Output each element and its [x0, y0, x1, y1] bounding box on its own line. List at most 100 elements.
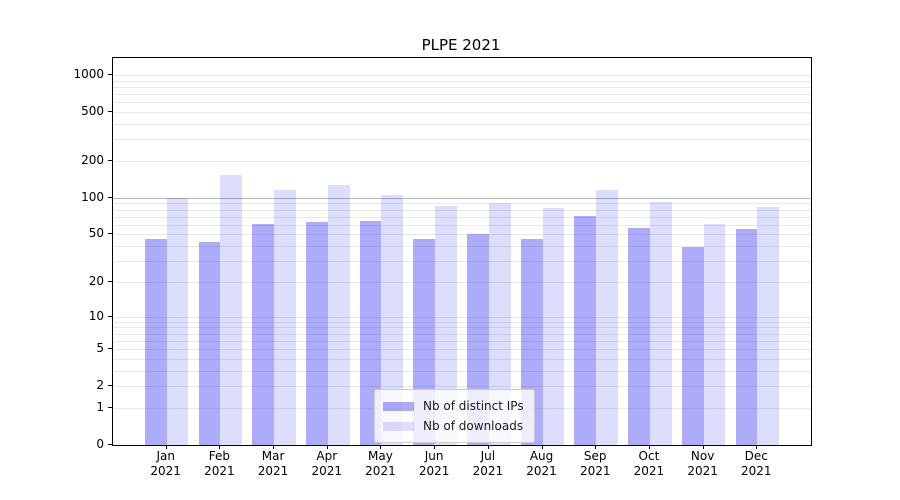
- bar-nb-of-distinct-ips: [681, 247, 704, 445]
- y-tick-mark: [108, 406, 112, 408]
- gridline: [113, 234, 811, 236]
- bar-nb-of-downloads: [757, 207, 780, 445]
- x-tick-label: Mar 2021: [257, 449, 289, 478]
- x-tick-mark: [380, 445, 382, 449]
- gridline: [113, 74, 811, 76]
- y-tick-mark: [108, 385, 112, 387]
- gridline: [113, 321, 811, 323]
- legend-row: Nb of downloads: [383, 416, 524, 436]
- gridline: [113, 327, 811, 329]
- gridline: [113, 86, 811, 88]
- gridline: [113, 216, 811, 218]
- legend: Nb of distinct IPs Nb of downloads: [374, 389, 535, 443]
- gridline: [113, 316, 811, 318]
- y-tick-mark: [108, 159, 112, 161]
- y-tick-label: 2: [96, 378, 104, 393]
- gridline: [113, 139, 811, 141]
- x-tick-mark: [487, 445, 489, 449]
- bar-nb-of-downloads: [488, 203, 511, 445]
- gridline: [113, 386, 811, 388]
- x-tick-mark: [434, 445, 436, 449]
- y-tick-label: 50: [88, 226, 104, 241]
- bar-nb-of-distinct-ips: [574, 215, 597, 445]
- bar-nb-of-downloads: [703, 223, 726, 445]
- x-tick-label: Jun 2021: [418, 449, 450, 478]
- x-tick-label: Apr 2021: [311, 449, 343, 478]
- x-tick-mark: [702, 445, 704, 449]
- x-tick-mark: [541, 445, 543, 449]
- gridline: [113, 349, 811, 351]
- legend-swatch: [383, 401, 414, 411]
- y-tick-label: 500: [81, 104, 104, 119]
- bar-nb-of-downloads: [274, 189, 296, 445]
- bar-nb-of-downloads: [649, 202, 672, 445]
- y-tick-label: 100: [81, 189, 104, 204]
- bar-nb-of-downloads: [166, 197, 189, 445]
- gridline: [113, 203, 811, 205]
- y-tick-mark: [108, 111, 112, 113]
- gridline: [113, 80, 811, 82]
- bar-nb-of-distinct-ips: [305, 222, 328, 445]
- bar-nb-of-downloads: [220, 174, 243, 445]
- gridline: [113, 160, 811, 162]
- x-tick-mark: [756, 445, 758, 449]
- bar-nb-of-distinct-ips: [198, 242, 221, 445]
- legend-swatch: [383, 421, 414, 431]
- gridline: [113, 94, 811, 96]
- bar-nb-of-downloads: [435, 205, 457, 445]
- gridline: [113, 261, 811, 263]
- y-tick-label: 1000: [73, 66, 104, 81]
- y-tick-label: 200: [81, 152, 104, 167]
- y-tick-mark: [108, 444, 112, 445]
- bar-nb-of-distinct-ips: [144, 238, 167, 445]
- y-tick-mark: [108, 348, 112, 350]
- bar-nb-of-downloads: [542, 207, 565, 445]
- gridline: [113, 370, 811, 372]
- x-tick-mark: [273, 445, 275, 449]
- bar-nb-of-downloads: [381, 194, 404, 445]
- legend-label: Nb of downloads: [423, 419, 524, 433]
- x-tick-label: Nov 2021: [687, 449, 718, 478]
- y-tick-label: 0: [96, 437, 104, 451]
- gridline: [113, 123, 811, 125]
- gridline: [113, 246, 811, 248]
- x-tick-mark: [165, 445, 167, 449]
- y-tick-label: 5: [96, 341, 104, 356]
- bar-nb-of-distinct-ips: [252, 223, 275, 445]
- y-tick-label: 10: [88, 308, 104, 323]
- gridline: [113, 102, 811, 104]
- x-tick-label: May 2021: [365, 449, 396, 478]
- gridline: [113, 197, 811, 199]
- bar-nb-of-distinct-ips: [735, 229, 758, 445]
- legend-row: Nb of distinct IPs: [383, 396, 524, 416]
- x-tick-mark: [595, 445, 597, 449]
- gridline: [113, 281, 811, 283]
- x-tick-label: Jan 2021: [150, 449, 181, 478]
- chart-title: PLPE 2021: [421, 36, 501, 54]
- y-tick-label: 20: [88, 273, 104, 288]
- plot-area: Nb of distinct IPs Nb of downloads: [112, 57, 812, 446]
- y-tick-mark: [108, 280, 112, 282]
- legend-label: Nb of distinct IPs: [423, 399, 524, 413]
- y-tick-mark: [108, 233, 112, 235]
- gridline: [113, 333, 811, 335]
- x-tick-mark: [326, 445, 328, 449]
- y-tick-mark: [108, 315, 112, 317]
- x-tick-label: Jul 2021: [472, 449, 504, 478]
- gridline: [113, 112, 811, 114]
- x-tick-label: Aug 2021: [526, 449, 557, 478]
- bar-nb-of-distinct-ips: [628, 227, 650, 445]
- x-tick-label: Feb 2021: [204, 449, 235, 478]
- x-tick-label: Oct 2021: [633, 449, 665, 478]
- gridline: [113, 209, 811, 211]
- gridline: [113, 340, 811, 342]
- x-tick-label: Dec 2021: [741, 449, 772, 478]
- bar-nb-of-downloads: [327, 184, 350, 445]
- gridline: [113, 224, 811, 226]
- y-tick-mark: [108, 196, 112, 198]
- x-tick-mark: [648, 445, 650, 449]
- y-tick-label: 1: [96, 399, 104, 414]
- y-tick-mark: [108, 73, 112, 75]
- gridline: [113, 358, 811, 360]
